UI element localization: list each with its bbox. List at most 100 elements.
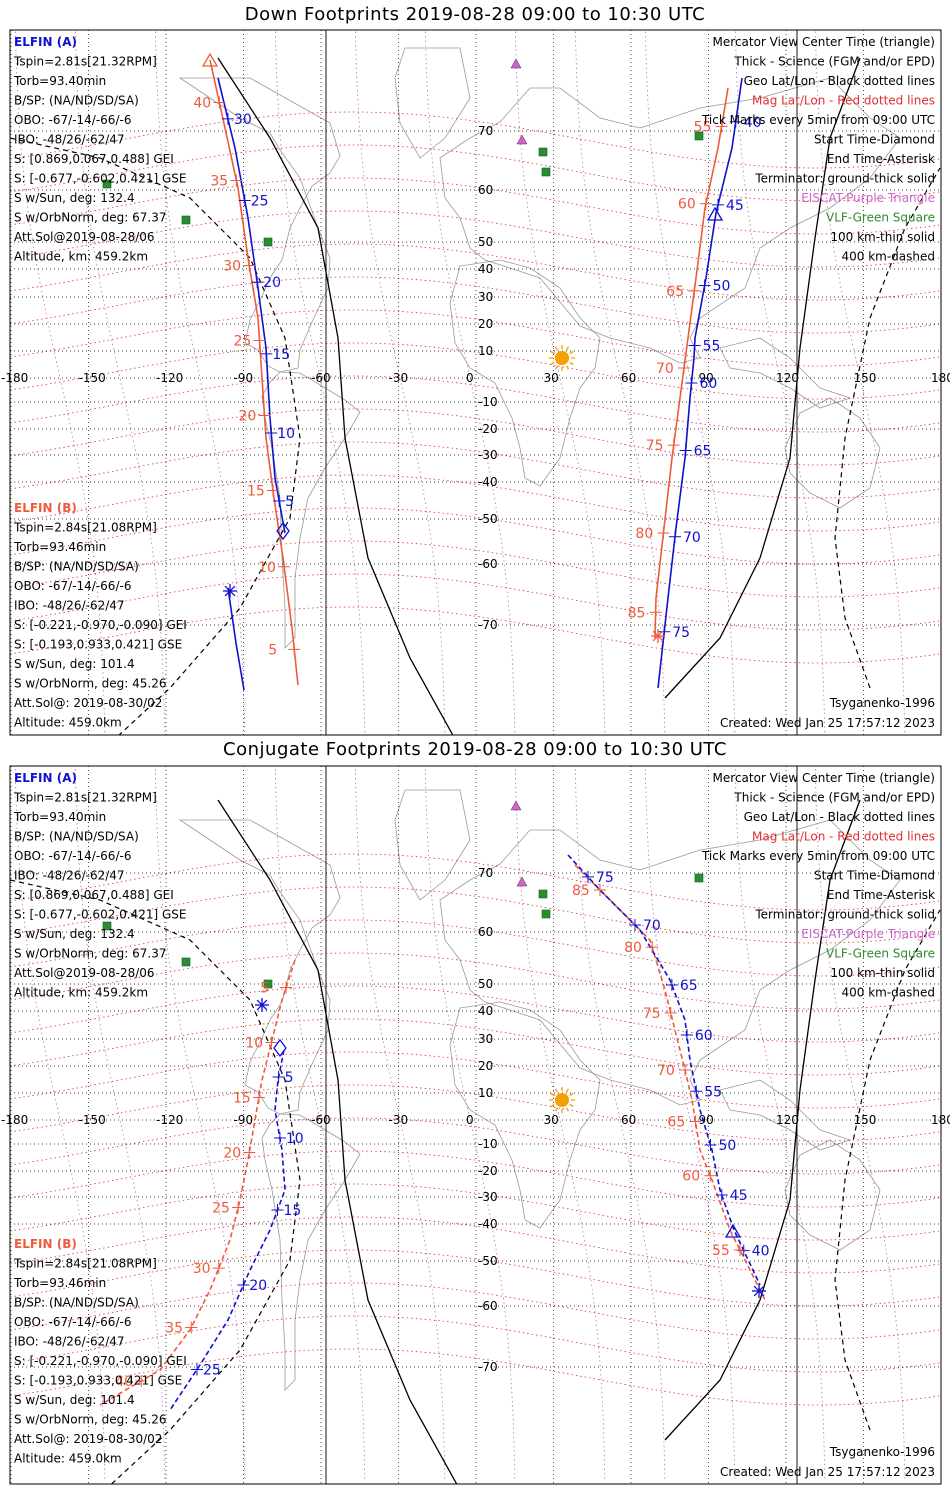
landmass-europe bbox=[439, 819, 901, 1106]
lat-label: -20 bbox=[478, 422, 498, 436]
mag-lat-line bbox=[10, 853, 941, 911]
elfin-a-tick-label: 25 bbox=[251, 194, 269, 210]
elfin-b-tick-label: 30 bbox=[193, 1261, 211, 1277]
mag-lat-line bbox=[10, 243, 941, 301]
sun-icon bbox=[549, 345, 575, 371]
lat-label: -40 bbox=[478, 475, 498, 489]
elfin-b-info-line: IBO: -48/26/-62/47 bbox=[14, 1335, 125, 1349]
legend-line: 400 km-dashed bbox=[841, 250, 935, 264]
end-asterisk-icon bbox=[651, 629, 665, 643]
legend-line: Mag Lat/Lon - Red dotted lines bbox=[752, 830, 935, 844]
legend-line: Geo Lat/Lon - Black dotted lines bbox=[744, 74, 935, 88]
elfin-b-tick-label: 5 bbox=[260, 981, 269, 997]
elfin-b-info-line: Altitude: 459.0km bbox=[14, 1452, 122, 1466]
elfin-b-info-line: Att.Sol@: 2019-08-30/02 bbox=[14, 1432, 162, 1446]
elfin-a-tick-label: 10 bbox=[277, 426, 295, 442]
sun-ray bbox=[554, 365, 559, 370]
lat-label: -30 bbox=[478, 448, 498, 462]
elfin-b-tick-label: 75 bbox=[643, 1006, 661, 1022]
elfin-b-tick-label: 75 bbox=[646, 438, 664, 454]
vlf-square-icon bbox=[102, 921, 112, 931]
lon-label: 120 bbox=[776, 1113, 799, 1127]
elfin-a-track-west bbox=[217, 77, 286, 534]
elfin-b-tick-label: 35 bbox=[210, 174, 228, 190]
elfin-b-tick-label: 55 bbox=[694, 120, 712, 136]
elfin-a-label: ELFIN (A) bbox=[14, 771, 77, 785]
elfin-b-tick-label: 25 bbox=[234, 334, 252, 350]
elfin-a-tick-label: 60 bbox=[695, 1028, 713, 1044]
vlf-square-icon bbox=[694, 873, 704, 883]
mag-lat-line bbox=[10, 1117, 941, 1175]
sun-ray bbox=[550, 361, 555, 366]
legend-line: Mercator View Center Time (triangle) bbox=[713, 771, 935, 785]
elfin-a-tick-label: 30 bbox=[234, 112, 252, 128]
elfin-a-tick-label: 25 bbox=[203, 1363, 221, 1379]
lat-label: -60 bbox=[478, 1299, 498, 1313]
lon-label: 60 bbox=[621, 371, 636, 385]
vlf-square-icon bbox=[541, 167, 551, 177]
lat-label: 10 bbox=[478, 344, 493, 358]
top-panel-title: Down Footprints 2019-08-28 09:00 to 10:3… bbox=[244, 4, 706, 25]
terminator-400km-east bbox=[834, 909, 941, 1431]
sun-ray bbox=[550, 350, 555, 355]
terminator-ground-west bbox=[217, 57, 454, 735]
landmass-africa bbox=[449, 1001, 601, 1229]
mag-lat-line bbox=[10, 1315, 941, 1373]
lon-label: -120 bbox=[156, 1113, 183, 1127]
lat-label: 70 bbox=[478, 124, 493, 138]
legend-line: VLF-Green Square bbox=[826, 211, 935, 225]
sun-ray bbox=[565, 365, 570, 370]
lon-label: -60 bbox=[311, 1113, 331, 1127]
vlf-square-icon bbox=[541, 909, 551, 919]
elfin-b-info-line: S w/Sun, deg: 101.4 bbox=[14, 657, 135, 671]
elfin-b-tick-label: 25 bbox=[212, 1201, 230, 1217]
elfin-b-info-line: OBO: -67/-14/-66/-6 bbox=[14, 1315, 131, 1329]
vlf-square-icon bbox=[263, 237, 273, 247]
lat-label: 40 bbox=[478, 1004, 493, 1018]
elfin-a-info-line: S w/OrbNorm, deg: 67.37 bbox=[14, 211, 166, 225]
mag-lat-line bbox=[10, 309, 941, 367]
elfin-a-info-line: OBO: -67/-14/-66/-6 bbox=[14, 113, 131, 127]
eiscat-triangle-icon bbox=[516, 134, 528, 145]
lon-label: -150 bbox=[79, 1113, 106, 1127]
created-timestamp: Created: Wed Jan 25 17:57:12 2023 bbox=[720, 1465, 935, 1479]
mag-lat-line bbox=[10, 573, 941, 631]
asterisk-stroke bbox=[753, 1285, 765, 1297]
legend-line: Tick Marks every 5min from 09:00 UTC bbox=[701, 113, 935, 127]
lat-label: -60 bbox=[478, 557, 498, 571]
elfin-b-info-line: S: [-0.221,-0.970,-0.090] GEI bbox=[14, 1354, 187, 1368]
elfin-b-label: ELFIN (B) bbox=[14, 501, 77, 515]
elfin-b-tick-label: 15 bbox=[247, 484, 265, 500]
lat-label: 50 bbox=[478, 977, 493, 991]
bottom-panel-title: Conjugate Footprints 2019-08-28 09:00 to… bbox=[223, 739, 727, 760]
elfin-b-tick-label: 10 bbox=[258, 560, 276, 576]
elfin-b-tick-label: 65 bbox=[666, 284, 684, 300]
lon-label: 90 bbox=[699, 371, 714, 385]
elfin-b-info-line: Tspin=2.84s[21.08RPM] bbox=[13, 1257, 157, 1271]
vlf-square-icon bbox=[538, 147, 548, 157]
end-asterisk-icon bbox=[752, 1284, 766, 1298]
down-footprint-map: -180-150-120-90-60-300306090120150180706… bbox=[1, 29, 950, 736]
elfin-b-tick-label: 40 bbox=[115, 1374, 133, 1390]
elfin-a-tick-label: 55 bbox=[704, 1084, 722, 1100]
elfin-a-info-line: S w/Sun, deg: 132.4 bbox=[14, 927, 135, 941]
lat-label: -50 bbox=[478, 1254, 498, 1268]
landmass-australia bbox=[784, 397, 881, 509]
lon-label: 150 bbox=[854, 371, 877, 385]
elfin-a-info-line: S: [0.869,0.067,0.488] GEI bbox=[14, 888, 174, 902]
start-diamond-icon bbox=[273, 1038, 287, 1058]
mag-lat-line bbox=[10, 375, 941, 433]
lon-label: -60 bbox=[311, 371, 331, 385]
elfin-a-tick-label: 5 bbox=[285, 494, 294, 510]
legend-line: Start Time-Diamond bbox=[814, 133, 935, 147]
elfin-a-tick-label: 75 bbox=[596, 870, 614, 886]
lat-label: 60 bbox=[478, 925, 493, 939]
lat-label: -10 bbox=[478, 1137, 498, 1151]
mag-lat-line bbox=[10, 474, 941, 532]
asterisk-stroke bbox=[256, 999, 268, 1011]
mag-lat-line bbox=[10, 1051, 941, 1109]
lat-label: -20 bbox=[478, 1164, 498, 1178]
map-body bbox=[10, 766, 941, 1484]
sun-ray bbox=[565, 346, 570, 351]
